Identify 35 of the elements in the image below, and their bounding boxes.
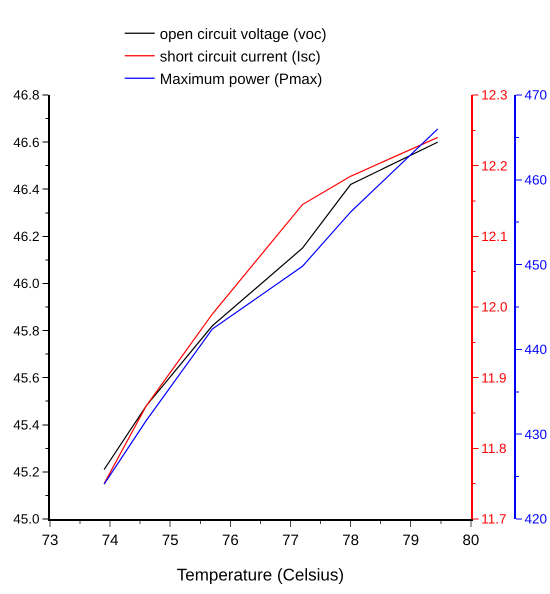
x-tick-label: 75 <box>162 532 179 549</box>
y-tick-label: 46.2 <box>13 229 40 244</box>
y-tick-label: 46.6 <box>13 134 40 150</box>
y-tick-label: 46.4 <box>13 182 40 197</box>
y3-tick-label: 470 <box>524 88 547 103</box>
legend-label: Maximum power (Pmax) <box>160 71 322 88</box>
y2-tick-label: 11.9 <box>481 370 507 386</box>
y3-tick-label: 420 <box>524 512 547 527</box>
legend-label: short circuit current (Isc) <box>160 48 321 66</box>
y3-tick-label: 430 <box>524 426 547 442</box>
y-tick-label: 45.0 <box>13 512 40 527</box>
x-tick-label: 76 <box>222 532 239 549</box>
y2-tick-label: 12.3 <box>481 88 508 103</box>
x-tick-label: 78 <box>342 532 359 549</box>
y2-tick-label: 11.7 <box>481 512 507 527</box>
legend-label: open circuit voltage (voc) <box>160 26 326 44</box>
x-tick-label: 73 <box>42 532 58 549</box>
y2-tick-label: 12.0 <box>481 300 508 315</box>
x-tick-label: 77 <box>282 532 299 549</box>
y2-tick-label: 11.8 <box>481 441 507 456</box>
x-tick-label: 79 <box>402 532 420 549</box>
x-axis-title: Temperature (Celsius) <box>176 566 344 584</box>
y-tick-label: 45.6 <box>13 370 40 386</box>
y-tick-label: 45.2 <box>13 464 40 480</box>
y3-tick-label: 450 <box>524 257 547 272</box>
y-tick-label: 46.8 <box>13 88 40 103</box>
y3-tick-label: 460 <box>524 172 547 188</box>
y3-tick-label: 440 <box>524 342 547 358</box>
x-tick-label: 80 <box>462 532 480 549</box>
y2-tick-label: 12.1 <box>481 229 508 244</box>
y2-tick-label: 12.2 <box>481 158 508 174</box>
y-tick-label: 46.0 <box>13 276 40 292</box>
x-tick-label: 74 <box>102 532 118 549</box>
y-tick-label: 45.8 <box>13 323 40 338</box>
y-tick-label: 45.4 <box>13 418 40 433</box>
